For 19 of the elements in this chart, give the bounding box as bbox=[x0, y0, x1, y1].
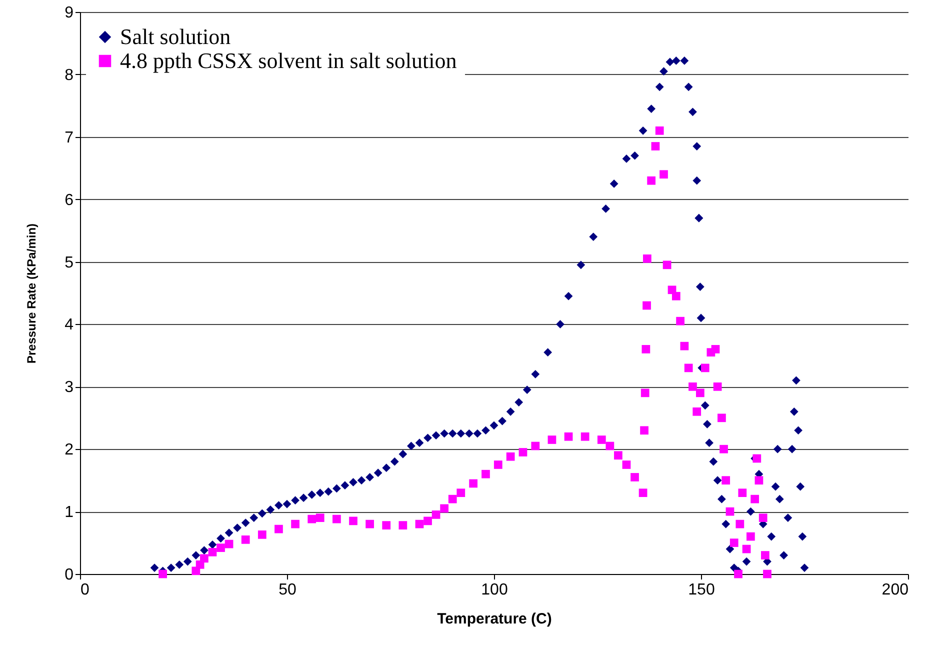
x-tick-label: 0 bbox=[80, 582, 90, 598]
y-tick-label: 5 bbox=[64, 254, 74, 272]
x-axis-title: Temperature (C) bbox=[437, 610, 552, 628]
y-tick-label: 8 bbox=[64, 66, 74, 84]
x-tick-label: 200 bbox=[882, 582, 909, 598]
y-tick-label: 3 bbox=[64, 379, 74, 396]
legend-label: 4.8 ppth CSSX solvent in salt solution bbox=[120, 48, 457, 73]
y-tick-label: 7 bbox=[64, 129, 74, 146]
y-tick-label: 2 bbox=[64, 442, 74, 459]
x-tick-label: 50 bbox=[278, 582, 296, 598]
y-tick-label: 6 bbox=[64, 192, 74, 209]
y-tick-label: 4 bbox=[64, 316, 74, 334]
legend-label: Salt solution bbox=[120, 24, 231, 49]
x-tick-label: 150 bbox=[688, 582, 715, 598]
y-tick-label: 0 bbox=[64, 566, 74, 584]
y-tick-label: 1 bbox=[64, 504, 74, 522]
x-tick-label: 100 bbox=[481, 582, 508, 598]
y-tick-label: 9 bbox=[64, 4, 74, 22]
y-axis-title: Pressure Rate (KPa/min) bbox=[24, 223, 39, 364]
